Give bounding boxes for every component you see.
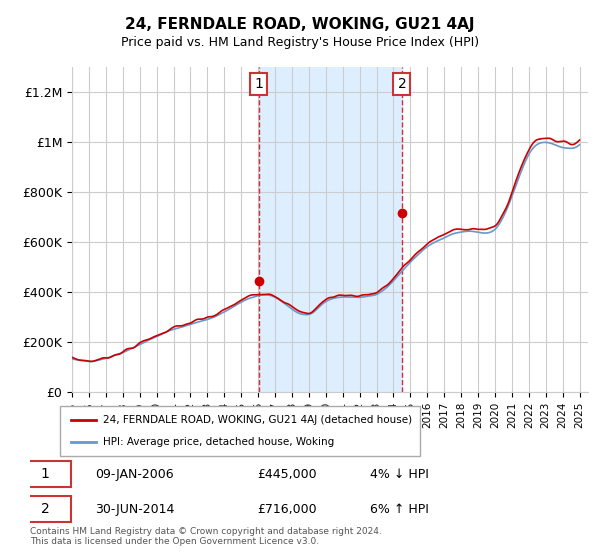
FancyBboxPatch shape xyxy=(19,461,71,487)
Text: 24, FERNDALE ROAD, WOKING, GU21 4AJ (detached house): 24, FERNDALE ROAD, WOKING, GU21 4AJ (det… xyxy=(103,415,412,425)
FancyBboxPatch shape xyxy=(60,406,420,456)
Text: £716,000: £716,000 xyxy=(257,503,316,516)
Text: Price paid vs. HM Land Registry's House Price Index (HPI): Price paid vs. HM Land Registry's House … xyxy=(121,36,479,49)
Text: 1: 1 xyxy=(254,77,263,91)
Bar xyxy=(259,67,402,392)
Text: 4% ↓ HPI: 4% ↓ HPI xyxy=(370,468,429,481)
Text: 24, FERNDALE ROAD, WOKING, GU21 4AJ: 24, FERNDALE ROAD, WOKING, GU21 4AJ xyxy=(125,17,475,32)
Text: 6% ↑ HPI: 6% ↑ HPI xyxy=(370,503,429,516)
Text: £445,000: £445,000 xyxy=(257,468,316,481)
FancyBboxPatch shape xyxy=(19,496,71,522)
Text: 2: 2 xyxy=(41,502,49,516)
Text: 30-JUN-2014: 30-JUN-2014 xyxy=(95,503,174,516)
Text: HPI: Average price, detached house, Woking: HPI: Average price, detached house, Woki… xyxy=(103,437,334,447)
Text: 2: 2 xyxy=(398,77,406,91)
Text: 09-JAN-2006: 09-JAN-2006 xyxy=(95,468,173,481)
Text: 1: 1 xyxy=(41,467,50,482)
Text: Contains HM Land Registry data © Crown copyright and database right 2024.
This d: Contains HM Land Registry data © Crown c… xyxy=(30,526,382,546)
